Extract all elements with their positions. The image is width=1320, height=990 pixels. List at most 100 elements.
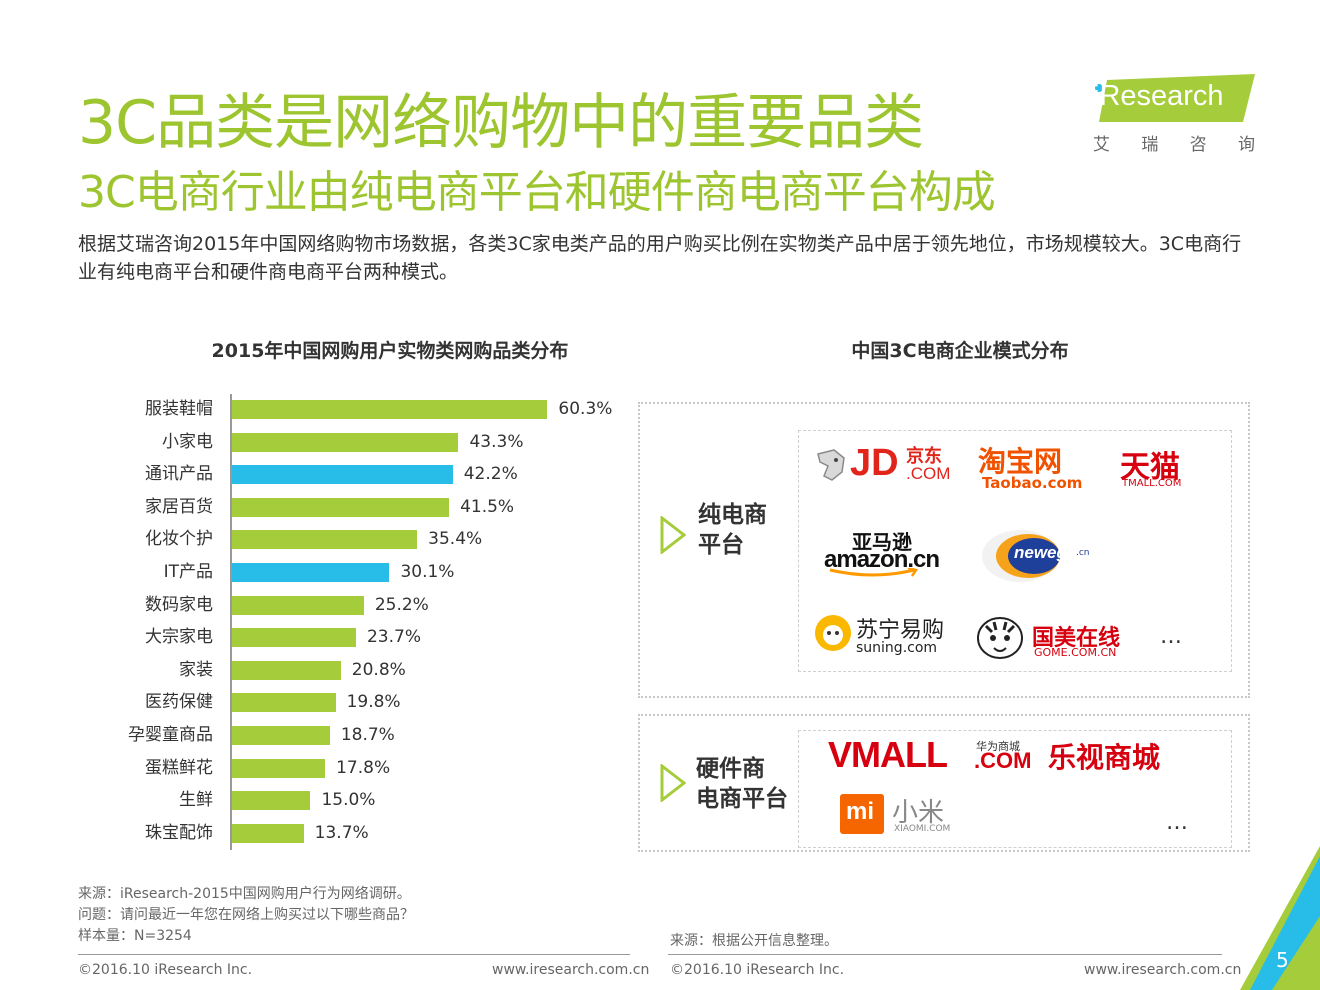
amazon-en: amazon.cn bbox=[824, 546, 940, 573]
value-label: 20.8% bbox=[351, 659, 406, 680]
bar bbox=[232, 660, 341, 680]
category-label: 医药保健 bbox=[145, 692, 213, 713]
amazon-cn: 亚马逊 bbox=[852, 530, 912, 554]
right-panel-title: 中国3C电商企业模式分布 bbox=[851, 340, 1069, 362]
jd-dog-icon bbox=[817, 449, 845, 481]
category-label: 服装鞋帽 bbox=[145, 399, 213, 419]
vmall-wordmark: VMALL bbox=[828, 734, 948, 775]
label-line: 硬件商 bbox=[696, 756, 765, 782]
jd-logo: JD 京东 .COM bbox=[814, 442, 954, 488]
gome-logo: 国美在线 GOME.COM.CN bbox=[976, 614, 1136, 662]
right-source-note: 来源：根据公开信息整理。 bbox=[670, 933, 838, 949]
hardware-platform-label: 硬件商 电商平台 bbox=[696, 754, 788, 814]
play-arrow-icon bbox=[660, 516, 686, 554]
bar bbox=[232, 595, 364, 615]
category-label: 数码家电 bbox=[145, 594, 213, 615]
pure-platform-label: 纯电商 平台 bbox=[698, 500, 767, 560]
pure-platform-panel bbox=[638, 402, 1250, 698]
bar bbox=[232, 497, 450, 517]
footer-divider bbox=[78, 954, 630, 955]
value-label: 43.3% bbox=[469, 431, 524, 452]
jd-cn: 京东 bbox=[906, 446, 942, 467]
chart-source-notes: 来源：iResearch-2015中国网购用户行为网络调研。 问题：请问最近一年… bbox=[78, 884, 414, 947]
vmall-logo: VMALL 华为商城 .COM bbox=[828, 734, 1032, 778]
taobao-en: Taobao.com bbox=[982, 474, 1083, 492]
footnote-line: 样本量：N=3254 bbox=[78, 928, 192, 944]
label-line: 电商平台 bbox=[696, 786, 788, 812]
taobao-cn: 淘宝网 bbox=[978, 445, 1063, 478]
pure-platform-logos bbox=[798, 430, 1232, 672]
play-arrow-icon bbox=[660, 764, 686, 802]
bar bbox=[232, 628, 356, 648]
page-subtitle: 3C电商行业由纯电商平台和硬件商电商平台构成 bbox=[78, 167, 996, 218]
category-label: 生鲜 bbox=[179, 790, 213, 811]
value-label: 35.4% bbox=[428, 529, 483, 550]
gome-tiger-icon bbox=[977, 617, 1023, 659]
label-line: 纯电商 bbox=[698, 502, 767, 528]
logo-wordmark: iResearch bbox=[1093, 80, 1224, 112]
footer-divider bbox=[668, 954, 1222, 955]
xiaomi-cn: 小米 bbox=[892, 798, 945, 828]
vmall-com: .COM bbox=[974, 748, 1032, 773]
value-label: 60.3% bbox=[558, 399, 613, 419]
bar bbox=[232, 758, 326, 778]
jd-wordmark: JD bbox=[850, 442, 899, 484]
xiaomi-en: XIAOMI.COM bbox=[894, 824, 951, 834]
jd-com: .COM bbox=[906, 464, 951, 483]
value-label: 19.8% bbox=[346, 692, 401, 713]
copyright-left: ©2016.10 iResearch Inc. bbox=[78, 962, 253, 978]
bar bbox=[232, 726, 330, 745]
suning-lion-icon bbox=[815, 615, 851, 651]
category-label: 孕婴童商品 bbox=[128, 725, 213, 745]
xiaomi-logo: mi 小米 XIAOMI.COM bbox=[840, 792, 960, 838]
value-label: 30.1% bbox=[400, 562, 455, 582]
tmall-en: TMALL.COM bbox=[1122, 478, 1182, 489]
category-label: IT产品 bbox=[163, 562, 213, 582]
newegg-wordmark: newegg bbox=[1014, 543, 1078, 562]
bar bbox=[232, 530, 418, 550]
hardware-platform-logos bbox=[798, 730, 1232, 848]
pure-more-ellipsis: … bbox=[1160, 624, 1184, 649]
intro-text: 根据艾瑞咨询2015年中国网络购物市场数据，各类3C家电类产品的用户购买比例在实… bbox=[78, 233, 1242, 283]
logo-char: 咨 bbox=[1189, 135, 1207, 155]
value-label: 13.7% bbox=[314, 822, 369, 843]
suning-en: suning.com bbox=[856, 640, 938, 656]
category-label: 家装 bbox=[179, 659, 213, 680]
taobao-logo: 淘宝网 Taobao.com bbox=[978, 440, 1090, 494]
bar bbox=[232, 563, 390, 582]
chart-title: 2015年中国网购用户实物类网购品类分布 bbox=[211, 340, 569, 362]
suning-cn: 苏宁易购 bbox=[856, 618, 945, 643]
bar bbox=[232, 791, 311, 811]
hardware-platform-panel bbox=[638, 714, 1250, 852]
bar bbox=[232, 823, 304, 843]
label-line: 平台 bbox=[698, 532, 744, 558]
copyright-right: ©2016.10 iResearch Inc. bbox=[670, 962, 845, 978]
logo-char: 瑞 bbox=[1141, 135, 1159, 155]
category-label: 珠宝配饰 bbox=[145, 822, 213, 843]
website-left: www.iresearch.com.cn bbox=[492, 962, 650, 978]
chart-axis bbox=[230, 394, 232, 850]
logo-char: 询 bbox=[1237, 135, 1255, 155]
xiaomi-mark-icon bbox=[840, 794, 884, 834]
xiaomi-mark-text: mi bbox=[846, 798, 875, 825]
hardware-more-ellipsis: … bbox=[1166, 810, 1190, 835]
bar bbox=[232, 400, 548, 419]
value-label: 15.0% bbox=[321, 790, 376, 811]
footnote-line: 问题：请问最近一年您在网络上购买过以下哪些商品？ bbox=[78, 907, 414, 923]
logo-banner-icon bbox=[1095, 74, 1255, 122]
bar bbox=[232, 693, 336, 713]
bar bbox=[232, 432, 459, 452]
category-label: 小家电 bbox=[162, 431, 213, 452]
logo-char: 艾 bbox=[1093, 135, 1110, 155]
suning-logo: 苏宁易购 suning.com bbox=[814, 612, 954, 658]
category-label: 大宗家电 bbox=[145, 627, 213, 648]
page-number: 5 bbox=[1276, 948, 1289, 972]
value-label: 23.7% bbox=[366, 627, 421, 648]
amazon-smile-icon bbox=[829, 568, 918, 577]
corner-decoration-icon bbox=[1240, 846, 1320, 990]
iresearch-logo: iResearch bbox=[1093, 74, 1255, 122]
newegg-logo: newegg .cn bbox=[978, 528, 1098, 584]
category-label: 通讯产品 bbox=[145, 464, 213, 485]
category-label: 化妆个护 bbox=[145, 529, 213, 550]
letv-mall-logo: 乐视商城 bbox=[1048, 741, 1161, 774]
